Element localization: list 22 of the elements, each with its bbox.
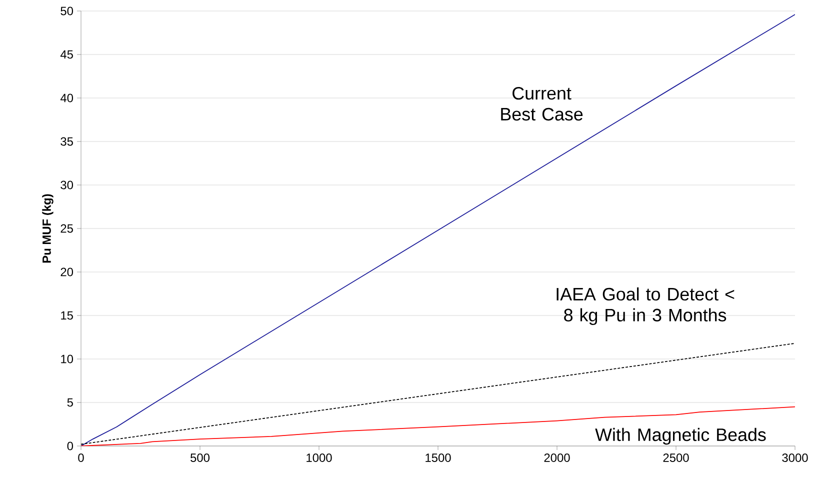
y-tick-label: 40 bbox=[60, 94, 74, 102]
y-axis-title: Pu MUF (kg) bbox=[42, 194, 54, 263]
y-tick-label: 25 bbox=[60, 224, 73, 233]
y-tick-label: 45 bbox=[60, 50, 73, 59]
x-tick-label: 0 bbox=[78, 454, 84, 462]
series-label: Current Best Case bbox=[501, 86, 583, 121]
x-tick-label: 3000 bbox=[782, 454, 808, 462]
y-tick-label: 15 bbox=[61, 311, 73, 320]
x-tick-label: 2500 bbox=[663, 454, 689, 462]
series-label: IAEA Goal to Detect < 8 kg Pu in 3 Months bbox=[556, 287, 734, 326]
x-tick-label: 1000 bbox=[306, 454, 332, 462]
y-tick-label: 10 bbox=[61, 354, 74, 364]
y-tick-label: 30 bbox=[60, 180, 74, 190]
x-tick-label: 2000 bbox=[544, 454, 570, 462]
y-tick-label: 35 bbox=[60, 137, 73, 146]
x-tick-label: 500 bbox=[190, 454, 210, 462]
y-tick-label: 5 bbox=[67, 398, 73, 407]
series-label: With Magnetic Beads bbox=[595, 428, 766, 445]
y-tick-label: 0 bbox=[67, 442, 74, 450]
x-tick-label: 1500 bbox=[426, 454, 451, 462]
y-tick-label: 20 bbox=[60, 268, 74, 276]
y-tick-label: 50 bbox=[60, 6, 74, 16]
